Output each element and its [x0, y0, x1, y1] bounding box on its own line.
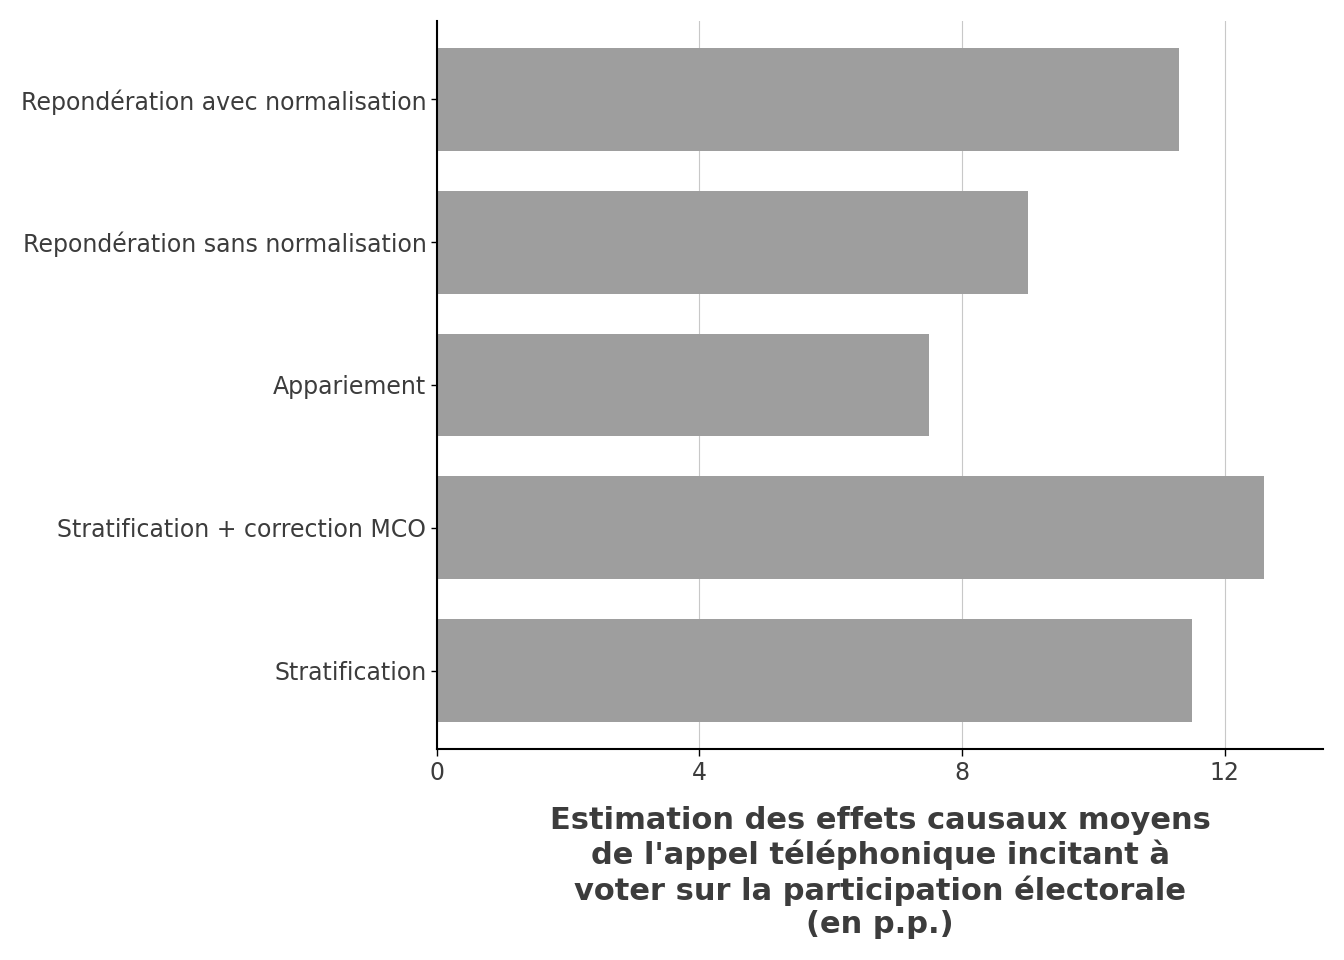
Bar: [437, 191, 1028, 294]
Bar: [437, 476, 1265, 579]
X-axis label: Estimation des effets causaux moyens
de l'appel téléphonique incitant à
voter su: Estimation des effets causaux moyens de …: [550, 805, 1211, 939]
Bar: [437, 48, 1179, 151]
Bar: [437, 619, 1192, 722]
Bar: [437, 333, 929, 437]
